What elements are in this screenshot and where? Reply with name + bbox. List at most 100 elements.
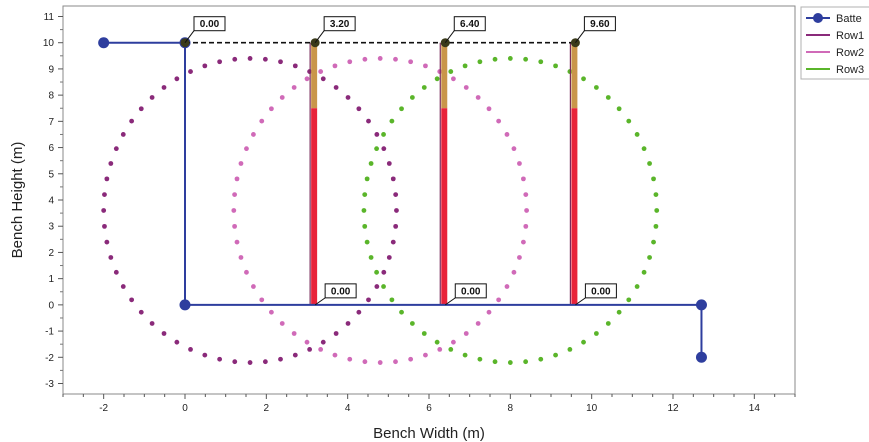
callout-leader: [444, 297, 456, 306]
series-point: [393, 56, 398, 62]
series-point: [647, 161, 652, 166]
y-tick-label: 5: [48, 169, 54, 180]
series-point: [496, 297, 502, 303]
series-point: [247, 360, 253, 365]
series-point: [393, 223, 399, 229]
series-point: [262, 359, 268, 365]
series-point: [102, 192, 107, 197]
series-point: [651, 176, 656, 182]
series-point: [399, 106, 404, 112]
legend-swatch-marker: [813, 13, 823, 23]
series-point: [238, 255, 244, 260]
series-point: [368, 161, 374, 166]
callout-label: 3.20: [330, 19, 350, 30]
series-row1: [101, 56, 399, 365]
series-point: [292, 63, 298, 69]
callout-leader: [314, 30, 325, 44]
series-point: [486, 309, 492, 315]
series-point: [347, 59, 353, 65]
series-point: [377, 360, 383, 365]
series-point: [291, 331, 297, 336]
plot-area: 0.00 3.20 6.40 9.60 0.00 0.00 0.00: [62, 5, 796, 395]
batter-marker: [179, 299, 191, 311]
series-point: [581, 339, 586, 345]
series-point: [451, 339, 456, 345]
plot-frame: [62, 5, 796, 395]
series-point: [102, 223, 107, 229]
series-point: [409, 95, 415, 100]
series-point: [641, 146, 647, 152]
series-point: [517, 255, 522, 260]
series-point: [553, 63, 558, 69]
series-point: [113, 146, 119, 152]
series-point: [421, 85, 427, 90]
series-point: [307, 346, 313, 352]
series-point: [108, 255, 114, 260]
series-point: [517, 161, 522, 166]
series-point: [616, 106, 622, 112]
series-point: [188, 69, 193, 74]
series-point: [477, 59, 483, 65]
series-point: [217, 356, 223, 362]
series-point: [653, 192, 659, 197]
x-tick-label: 2: [264, 403, 270, 414]
top-callout: 6.40: [444, 16, 486, 44]
series-point: [247, 56, 253, 61]
series-point: [448, 346, 454, 352]
series-point: [377, 56, 383, 61]
y-tick-label: 0: [48, 300, 54, 311]
callout-label: 0.00: [200, 19, 220, 30]
series-point: [381, 284, 386, 289]
legend-label: Row3: [836, 64, 864, 76]
series-point: [238, 161, 244, 166]
series-point: [462, 63, 468, 69]
y-axis-label: Bench Height (m): [9, 142, 26, 259]
series-point: [347, 356, 353, 362]
callout-leader: [184, 30, 195, 44]
y-tick-label: 11: [44, 12, 55, 23]
series-point: [333, 331, 339, 336]
series-point: [149, 95, 155, 100]
series-point: [232, 223, 238, 229]
series-point: [507, 56, 513, 61]
callout-box: [453, 16, 486, 32]
series-point: [437, 346, 443, 352]
series-point: [523, 192, 529, 197]
y-tick-label: 6: [48, 143, 54, 154]
series-point: [524, 208, 529, 213]
series-point: [463, 85, 469, 90]
series-point: [523, 359, 529, 365]
series-point: [362, 192, 368, 197]
series-point: [202, 63, 208, 69]
series-point: [389, 297, 395, 303]
series-point: [451, 76, 456, 82]
legend-label: Batte: [836, 13, 862, 25]
series-point: [651, 239, 656, 245]
series-point: [381, 146, 387, 152]
series-point: [108, 161, 114, 166]
series-point: [332, 352, 338, 358]
series-point: [374, 269, 379, 275]
series-point: [423, 352, 428, 358]
series-point: [616, 309, 622, 315]
series-point: [567, 346, 573, 352]
series-point: [511, 146, 517, 152]
series-point: [345, 321, 351, 326]
series-point: [553, 352, 558, 358]
batter-marker: [695, 351, 707, 363]
series-point: [386, 255, 392, 260]
x-tick-label: 14: [749, 403, 761, 414]
bottom-callout: 0.00: [575, 283, 617, 306]
x-tick-label: -2: [99, 403, 108, 414]
series-point: [538, 356, 544, 362]
series-point: [120, 284, 126, 289]
series-point: [345, 95, 351, 100]
series-point: [113, 269, 119, 275]
series-point: [521, 176, 526, 182]
series-point: [234, 239, 240, 245]
callout-label: 0.00: [331, 286, 351, 297]
series-point: [605, 95, 611, 100]
legend-item-row3: Row3: [806, 64, 864, 76]
series-point: [269, 309, 274, 315]
series-point: [318, 69, 324, 74]
